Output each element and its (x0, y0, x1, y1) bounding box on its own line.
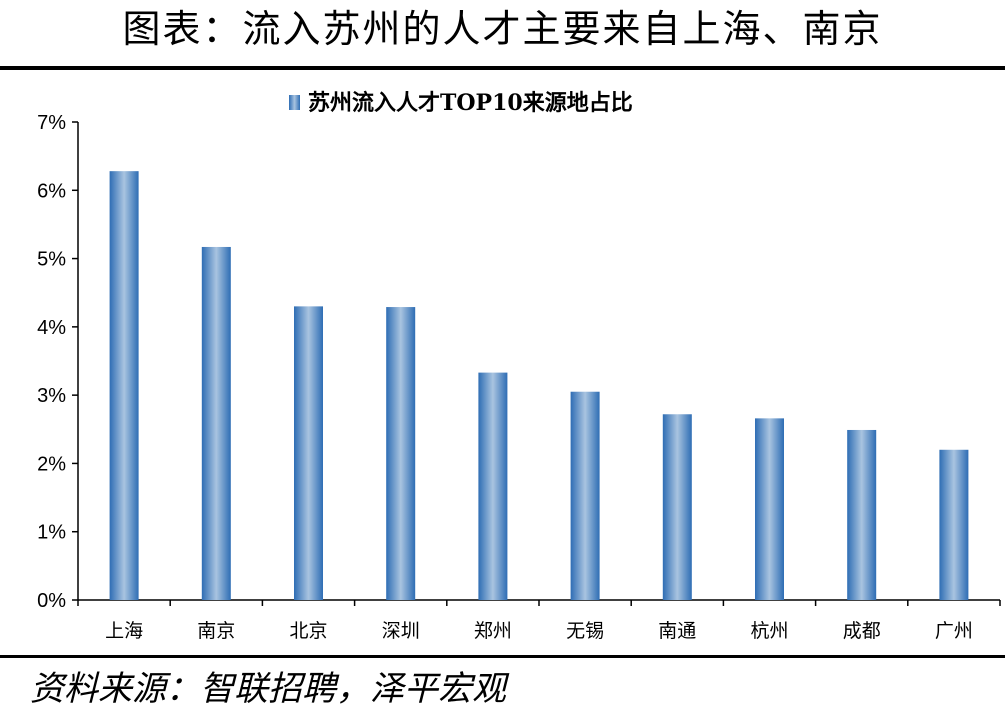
bar (755, 418, 784, 600)
legend-label: 苏州流入人才TOP10来源地占比 (308, 90, 633, 116)
legend-swatch (289, 95, 300, 110)
y-tick-label: 7% (37, 112, 66, 134)
bar (570, 391, 600, 600)
x-tick-label: 郑州 (474, 620, 512, 642)
bar (662, 414, 692, 600)
legend: 苏州流入人才TOP10来源地占比 (289, 90, 633, 116)
bar (478, 372, 508, 600)
y-tick-label: 2% (37, 453, 66, 475)
y-tick-label: 3% (37, 385, 66, 407)
bar (939, 449, 969, 600)
y-tick-label: 4% (37, 317, 66, 339)
x-tick-label: 无锡 (566, 620, 604, 642)
x-tick-label: 深圳 (382, 620, 420, 642)
y-axis: 0% 1% 2% 3% 4% 5% 6% 7% (37, 112, 79, 612)
top-rule (0, 66, 1005, 70)
chart: 苏州流入人才TOP10来源地占比 0% 1% 2% 3% 4% 5% 6% 7% 上海 南京 北京… (0, 72, 1005, 652)
x-axis: 上海 南京 北京 深圳 郑州 无锡 南通 杭州 成都 广州 (77, 599, 1001, 642)
x-tick-label: 成都 (843, 620, 881, 642)
x-tick-label: 杭州 (750, 620, 788, 642)
bar (386, 307, 416, 600)
bars (109, 171, 969, 600)
bar-chart-svg: 苏州流入人才TOP10来源地占比 0% 1% 2% 3% 4% 5% 6% 7% 上海 南京 北京… (37, 90, 1001, 642)
bar (109, 171, 139, 600)
x-tick-label: 广州 (935, 620, 973, 642)
y-tick-label: 0% (37, 590, 66, 612)
x-tick-label: 南京 (197, 620, 235, 642)
figure-title: 图表：流入苏州的人才主要来自上海、南京 (122, 7, 883, 51)
x-tick-label: 上海 (105, 620, 143, 642)
y-tick-label: 5% (37, 249, 66, 271)
bottom-rule (0, 655, 1005, 658)
bar (294, 306, 323, 600)
bar (847, 429, 877, 600)
x-tick-label: 北京 (289, 620, 327, 642)
y-tick-label: 1% (37, 522, 66, 544)
x-tick-label: 南通 (658, 620, 696, 642)
source-note: 资料来源：智联招聘，泽平宏观 (30, 669, 506, 709)
y-tick-label: 6% (37, 180, 66, 202)
bar (201, 246, 231, 600)
